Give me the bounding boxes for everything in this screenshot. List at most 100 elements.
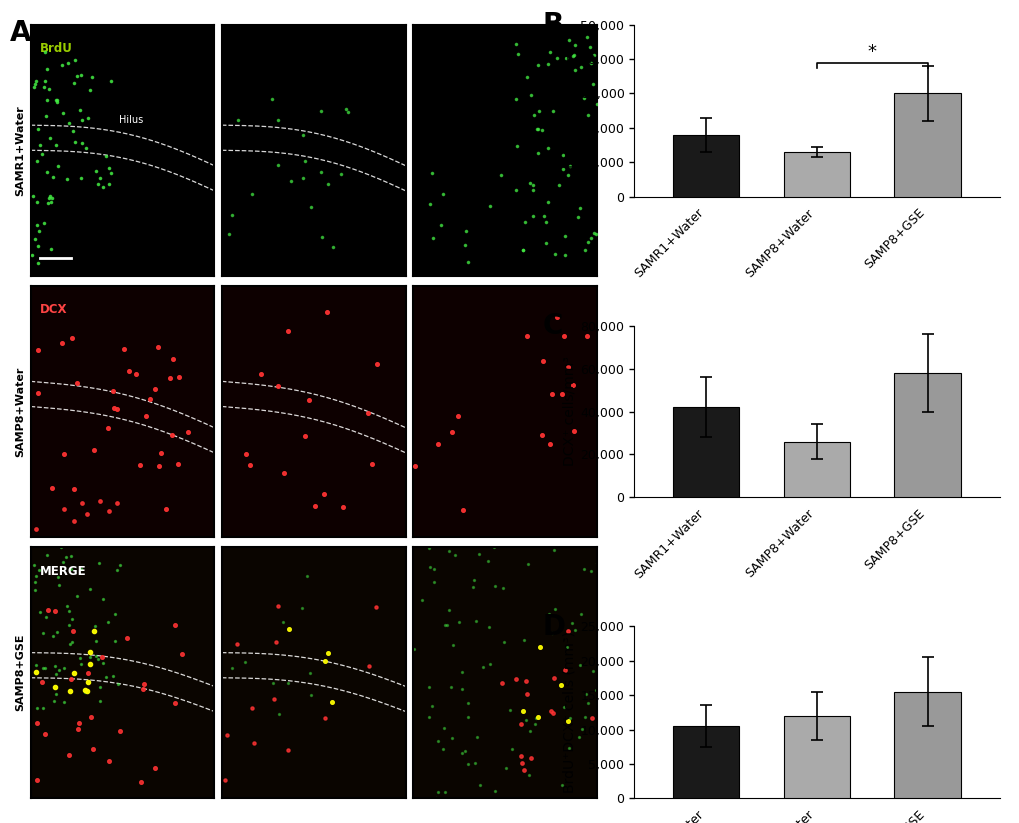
Point bbox=[449, 410, 466, 423]
Point bbox=[297, 155, 313, 168]
Point bbox=[313, 230, 329, 244]
Point bbox=[425, 575, 441, 588]
Point bbox=[544, 388, 560, 401]
Point bbox=[566, 49, 582, 62]
Point bbox=[37, 45, 53, 58]
Point bbox=[587, 228, 603, 241]
Point bbox=[279, 324, 296, 337]
Point bbox=[423, 700, 439, 713]
Point bbox=[101, 754, 117, 767]
Point bbox=[47, 680, 63, 693]
Point bbox=[48, 687, 64, 700]
Point bbox=[253, 367, 269, 380]
Point bbox=[588, 556, 604, 570]
Point bbox=[293, 602, 310, 615]
Point bbox=[567, 39, 583, 52]
Point bbox=[318, 305, 334, 319]
Point bbox=[520, 558, 536, 571]
Point bbox=[517, 216, 533, 229]
Point bbox=[544, 105, 560, 118]
Point bbox=[534, 354, 550, 367]
Point bbox=[268, 635, 284, 649]
Point bbox=[64, 635, 81, 649]
Point bbox=[63, 612, 79, 625]
Point bbox=[465, 573, 481, 586]
Point bbox=[464, 580, 480, 593]
Point bbox=[83, 645, 99, 658]
Point bbox=[23, 249, 40, 262]
Point bbox=[38, 109, 54, 123]
Point bbox=[28, 666, 44, 679]
Point bbox=[142, 392, 158, 405]
Point bbox=[581, 40, 597, 53]
Point bbox=[516, 634, 532, 647]
Point bbox=[507, 672, 524, 686]
Point bbox=[54, 58, 70, 72]
Point bbox=[90, 177, 106, 190]
Point bbox=[66, 77, 83, 90]
Point bbox=[572, 658, 588, 672]
Point bbox=[537, 236, 553, 249]
Point bbox=[579, 30, 595, 44]
Point bbox=[71, 717, 88, 730]
Point bbox=[44, 481, 60, 495]
Point bbox=[560, 33, 577, 46]
Point bbox=[539, 58, 555, 71]
Point bbox=[546, 248, 562, 261]
Point bbox=[530, 105, 546, 118]
Point bbox=[224, 209, 240, 222]
Point bbox=[166, 619, 182, 632]
Point bbox=[62, 562, 78, 575]
Point bbox=[49, 95, 65, 109]
Point bbox=[450, 616, 467, 629]
Point bbox=[147, 383, 163, 396]
Point bbox=[82, 582, 98, 595]
Point bbox=[541, 607, 557, 621]
Point bbox=[588, 97, 604, 110]
Point bbox=[109, 402, 125, 416]
Point bbox=[30, 123, 46, 136]
Point bbox=[485, 541, 501, 554]
Point bbox=[550, 179, 567, 192]
Point bbox=[454, 504, 471, 517]
Point bbox=[65, 625, 82, 638]
Point bbox=[43, 196, 59, 209]
Point bbox=[30, 239, 46, 253]
Point bbox=[237, 448, 254, 461]
Point bbox=[297, 430, 313, 443]
Point bbox=[79, 685, 96, 698]
Point bbox=[578, 687, 594, 700]
Point bbox=[39, 62, 55, 75]
Point bbox=[244, 187, 260, 200]
Point bbox=[84, 71, 100, 84]
Point bbox=[561, 712, 578, 725]
Point bbox=[82, 650, 98, 663]
Point bbox=[39, 94, 55, 107]
Point bbox=[33, 606, 49, 619]
Point bbox=[433, 219, 449, 232]
Point bbox=[554, 162, 571, 175]
Point bbox=[556, 249, 573, 262]
Point bbox=[120, 365, 137, 378]
Point bbox=[58, 551, 74, 564]
Bar bbox=[783, 152, 849, 197]
Point bbox=[90, 653, 106, 666]
Point bbox=[316, 654, 332, 667]
Point bbox=[565, 379, 581, 392]
Text: B: B bbox=[542, 11, 564, 39]
Point bbox=[65, 514, 82, 528]
Point bbox=[48, 138, 64, 151]
Point bbox=[25, 558, 42, 571]
Point bbox=[526, 108, 542, 121]
Point bbox=[435, 188, 451, 201]
Point bbox=[552, 679, 569, 692]
Point bbox=[88, 635, 104, 648]
Point bbox=[516, 764, 532, 777]
Point bbox=[280, 622, 297, 635]
Point bbox=[55, 106, 71, 119]
Point bbox=[554, 329, 571, 342]
Point bbox=[229, 638, 246, 651]
Point bbox=[127, 368, 144, 381]
Point bbox=[436, 618, 452, 631]
Point bbox=[46, 695, 62, 708]
